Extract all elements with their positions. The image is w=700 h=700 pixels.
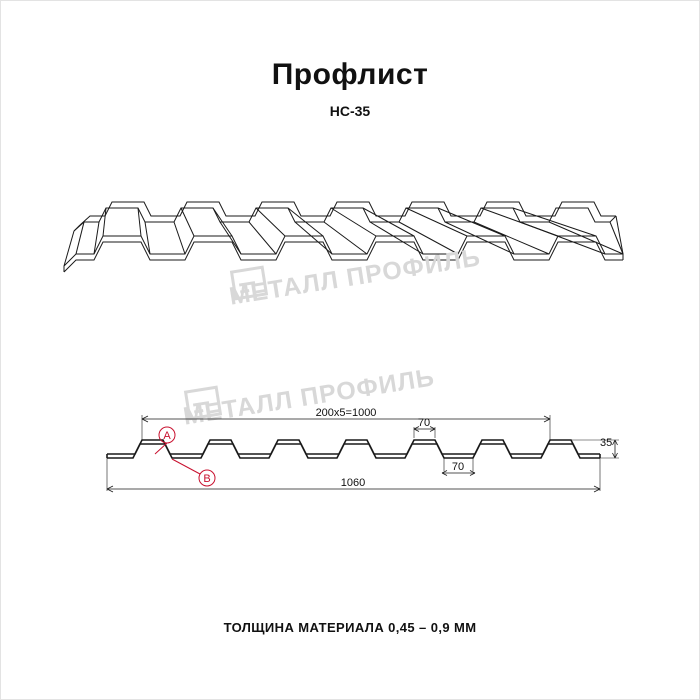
callout-b-label: B [203,473,210,485]
isometric-view [60,180,640,310]
dimension-total-width: 1060 [341,477,365,489]
callout-a-label: A [163,430,171,442]
watermark-logo-icon-top [229,265,269,301]
cross-section-svg: 200х5=1000 70 70 1060 35 A B [106,407,619,493]
dimension-rib-top: 70 [418,417,430,429]
isometric-profile-svg [63,201,624,273]
dimension-rib-bottom: 70 [452,461,464,473]
dimension-height: 35 [600,437,612,449]
product-model: НС-35 [329,103,371,119]
dimension-pitch: 200х5=1000 [316,407,377,419]
page-title: Профлист [271,58,429,91]
material-thickness-note: ТОЛЩИНА МАТЕРИАЛА 0,45 – 0,9 ММ [223,620,477,635]
cross-section-view: 200х5=1000 70 70 1060 35 A B [95,385,625,510]
